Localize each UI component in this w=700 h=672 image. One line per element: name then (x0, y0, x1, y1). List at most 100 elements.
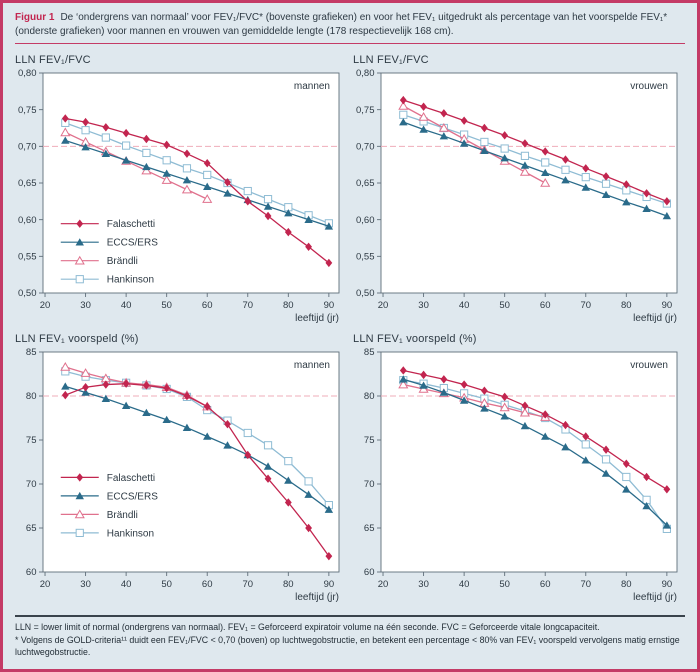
triangle-marker (81, 388, 90, 396)
figure-footnote: LLN = lower limit of normal (ondergrens … (15, 614, 685, 659)
diamond-marker (224, 178, 231, 187)
triangle-marker (459, 396, 469, 404)
x-tick-label: 30 (418, 300, 429, 311)
diamond-marker (122, 128, 130, 138)
diamond-marker (622, 180, 630, 189)
triangle-marker (561, 176, 570, 184)
x-axis-label: leeftijd (jr) (633, 313, 677, 323)
plot-area (42, 351, 340, 573)
triangle-marker (74, 255, 85, 265)
diamond-marker (142, 381, 150, 390)
x-tick-label: 50 (161, 300, 172, 311)
y-tick-label: 60 (26, 567, 37, 578)
diamond-marker (183, 149, 191, 158)
series-falaschetti (61, 379, 333, 561)
square-marker (601, 179, 611, 188)
legend-label: Hankinson (107, 275, 154, 286)
x-tick-label: 80 (621, 300, 632, 311)
triangle-marker (540, 177, 551, 187)
square-marker (142, 148, 151, 158)
diamond-marker (61, 390, 69, 400)
legend: Falaschetti ECCS/ERS Brändli Hankinson (60, 219, 158, 286)
triangle-marker (500, 412, 509, 420)
x-tick-label: 60 (540, 300, 551, 311)
triangle-marker (75, 238, 84, 246)
legend: Falaschetti ECCS/ERS Brändli Hankinson (60, 473, 158, 539)
diamond-marker (420, 102, 427, 111)
triangle-marker (662, 521, 672, 529)
x-tick-label: 20 (40, 300, 51, 311)
triangle-marker (398, 100, 409, 110)
series-line (403, 99, 668, 202)
triangle-marker (541, 432, 550, 440)
chart-title: LLN FEV₁ voorspeld (%) (15, 333, 139, 345)
chart-lln-fev1-fvc-vrouwen: LLN FEV₁/FVC 0,80 0,75 0,70 0,65 0,60 0,55 0,5… (353, 46, 685, 323)
diamond-marker (61, 114, 69, 123)
x-tick-label: 60 (202, 579, 213, 590)
x-tick-label: 50 (161, 579, 172, 590)
triangle-marker (519, 166, 531, 176)
diamond-marker (480, 123, 488, 133)
triangle-marker (438, 122, 449, 132)
diamond-marker (284, 227, 292, 237)
triangle-marker (520, 161, 530, 169)
triangle-marker (419, 381, 428, 389)
triangle-marker (182, 423, 192, 431)
square-marker (284, 457, 293, 466)
diamond-marker (501, 392, 509, 402)
corner-label: vrouwen (630, 81, 668, 92)
series-line (403, 378, 668, 526)
triangle-marker (223, 441, 232, 449)
triangle-marker (418, 111, 429, 121)
figure-caption-text: De ‘ondergrens van normaal’ voor FEV₁/FV… (15, 12, 668, 37)
square-marker (243, 428, 252, 438)
square-marker (399, 110, 408, 119)
figure-label: Figuur 1 (15, 12, 55, 23)
series-line (403, 369, 668, 490)
triangle-marker (74, 509, 85, 519)
diamond-marker (643, 472, 650, 482)
triangle-marker (622, 198, 631, 206)
diamond-marker (602, 172, 610, 181)
triangle-marker (399, 118, 408, 126)
y-tick-label: 70 (26, 479, 37, 490)
square-marker (520, 151, 530, 160)
square-marker (601, 455, 611, 464)
triangle-marker (601, 190, 611, 199)
diamond-marker (325, 551, 333, 561)
square-marker (75, 275, 84, 284)
triangle-marker (60, 127, 71, 137)
diamond-marker (224, 419, 231, 429)
triangle-marker (80, 368, 91, 377)
triangle-marker (642, 502, 651, 510)
x-tick-label: 40 (459, 579, 470, 590)
triangle-marker (223, 189, 232, 197)
triangle-marker (499, 402, 510, 412)
triangle-marker (304, 490, 313, 498)
square-marker (101, 133, 110, 142)
square-marker (561, 165, 570, 174)
series-eccs-ers (399, 375, 672, 529)
diamond-marker (480, 386, 488, 395)
chart-lln-fev1-voorspeld-mannen: LLN FEV₁ voorspeld (%) 85 80 75 70 65 60 20 30 4… (15, 325, 347, 602)
triangle-marker (304, 215, 313, 223)
x-tick-label: 40 (121, 300, 132, 311)
series-falaschetti (399, 95, 671, 206)
diamond-marker (203, 402, 211, 411)
diamond-marker (305, 523, 312, 533)
square-marker (162, 156, 171, 165)
triangle-marker (121, 401, 131, 409)
corner-label: vrouwen (630, 360, 668, 371)
x-tick-label: 80 (283, 579, 294, 590)
x-tick-label: 80 (621, 579, 632, 590)
diamond-marker (501, 131, 509, 140)
diamond-marker (102, 380, 110, 389)
square-marker (581, 173, 590, 182)
x-tick-label: 40 (121, 579, 132, 590)
square-marker (243, 186, 252, 196)
footnote-line-1: LLN = lower limit of normal (ondergrens … (15, 621, 600, 632)
diamond-marker (284, 498, 292, 507)
x-tick-label: 80 (283, 300, 294, 311)
